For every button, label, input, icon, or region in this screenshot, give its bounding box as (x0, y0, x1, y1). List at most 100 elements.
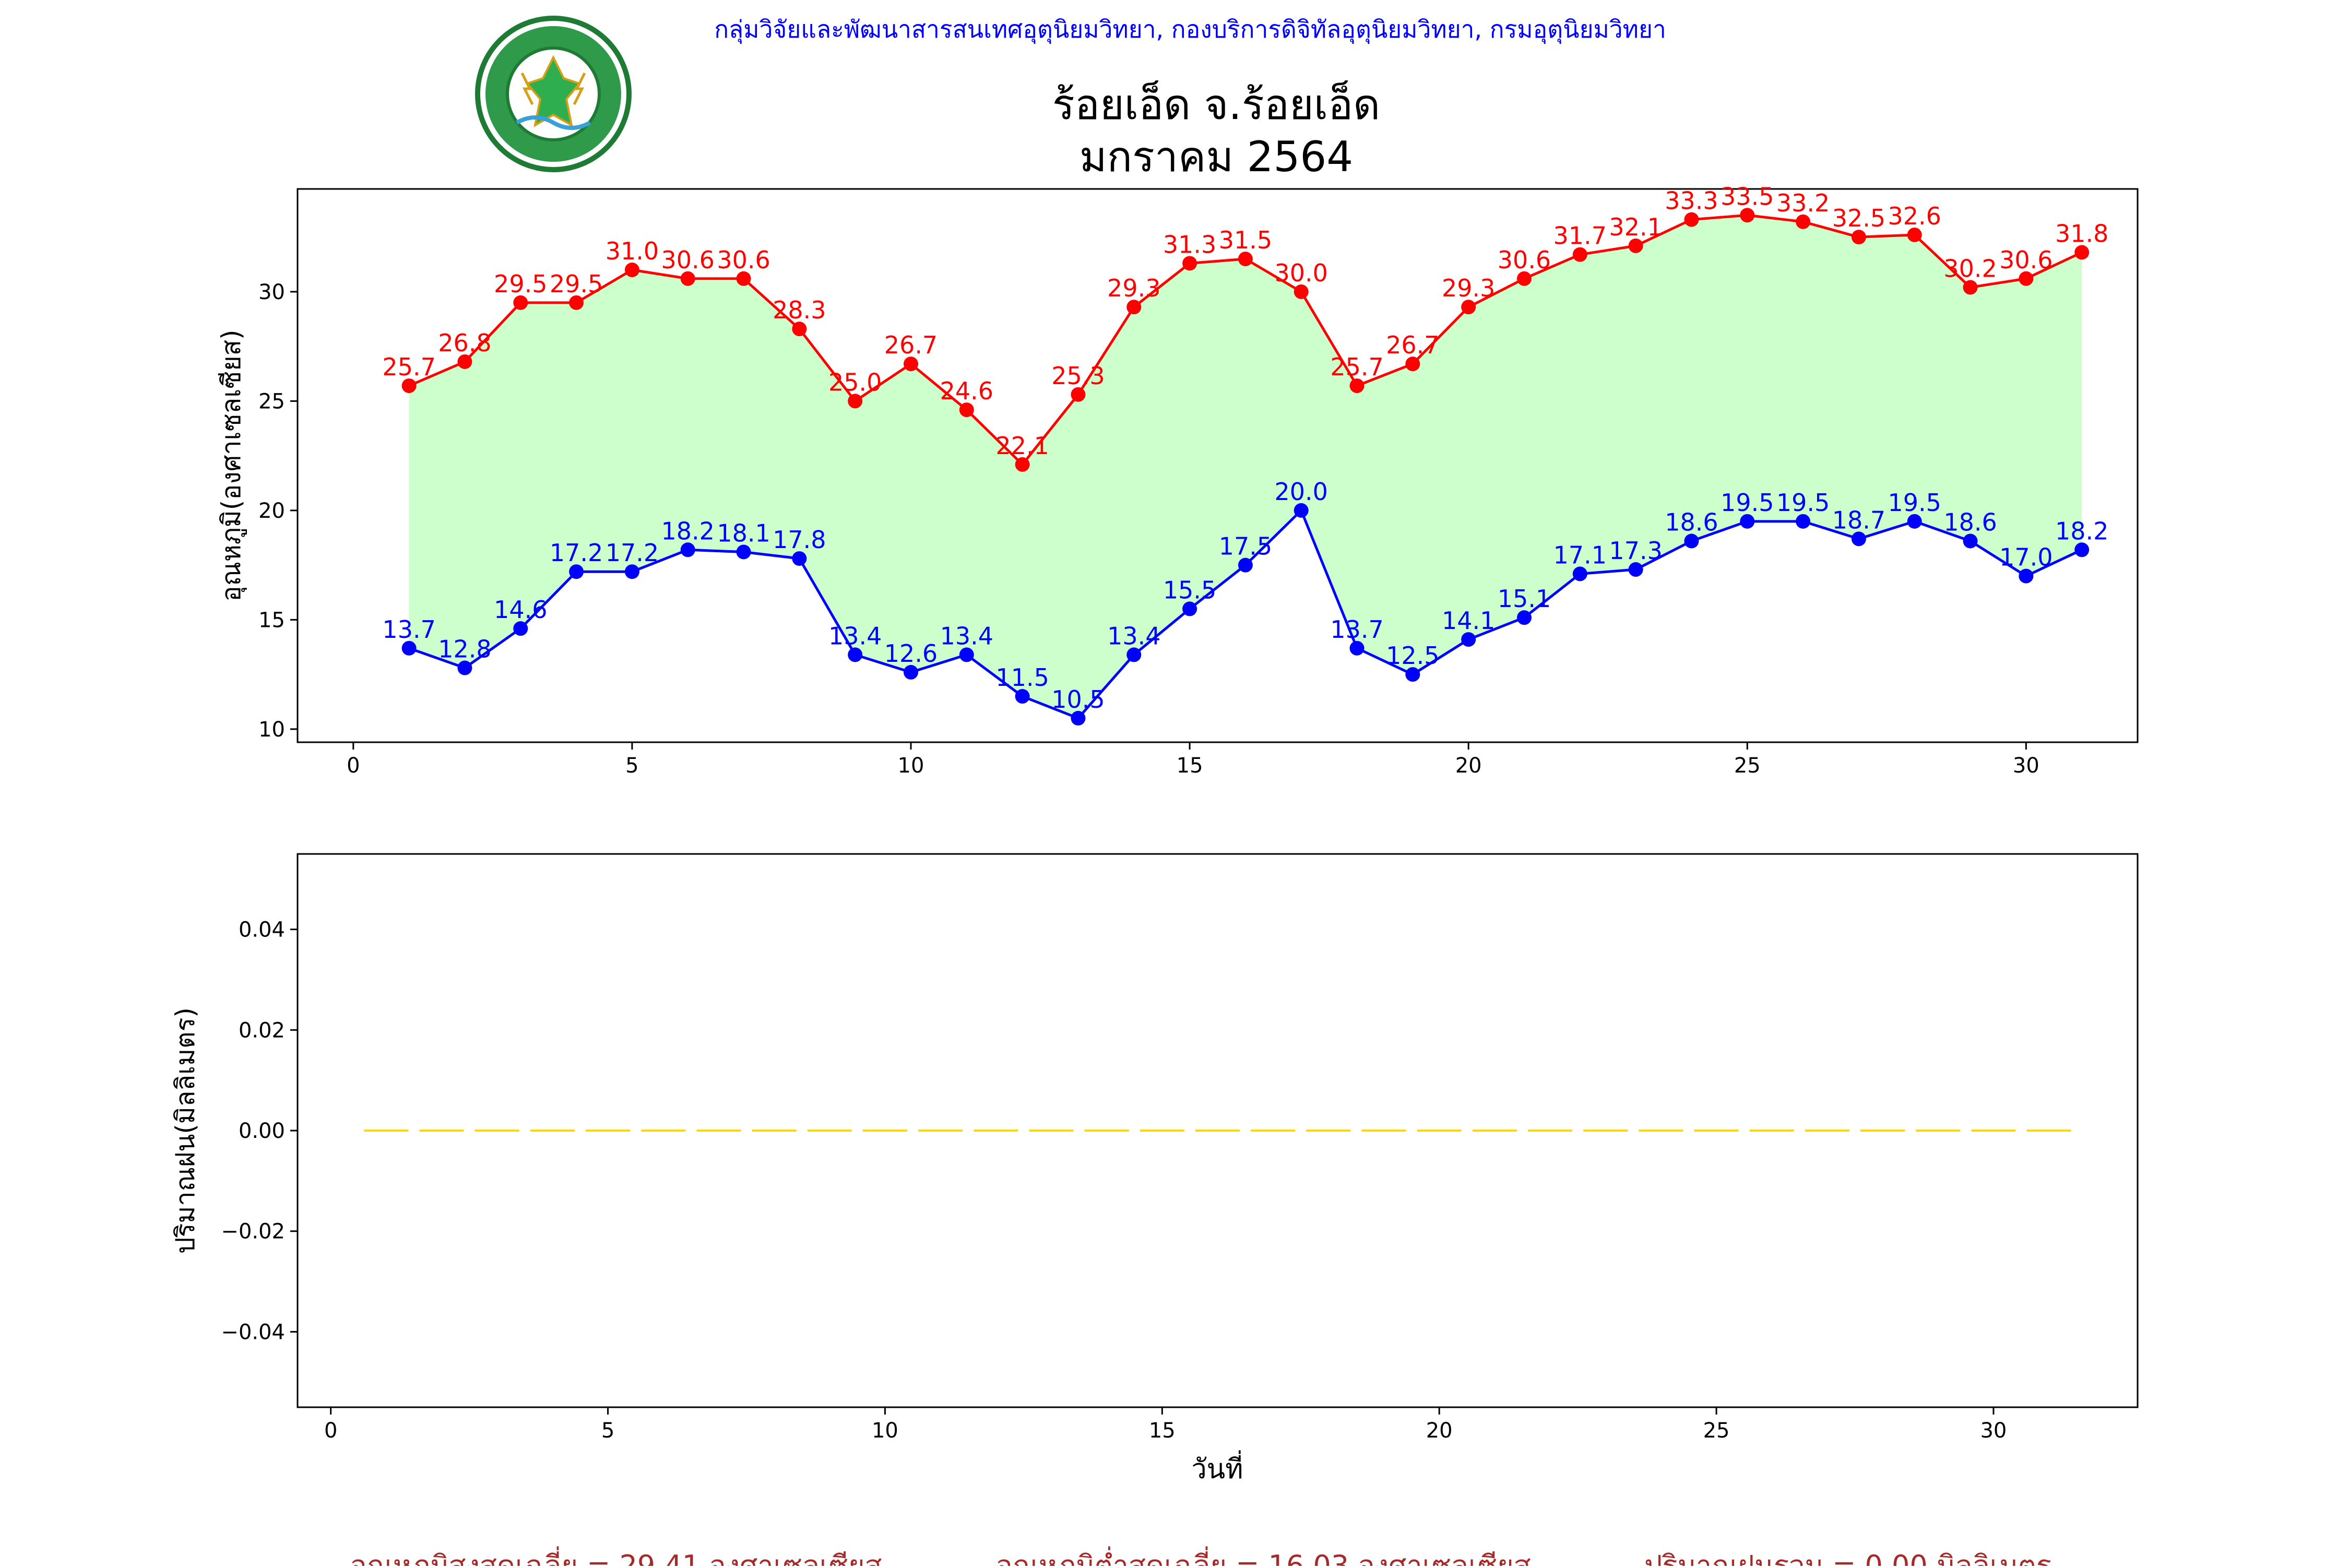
max-temperature-label: 30.0 (1275, 259, 1328, 287)
min-temperature-label: 19.5 (1776, 489, 1830, 517)
min-temperature-label: 17.8 (773, 526, 826, 554)
rainfall-bar (1251, 1130, 1296, 1132)
max-temperature-point (2074, 245, 2090, 260)
max-temperature-point (1015, 457, 1030, 472)
max-temperature-label: 33.3 (1665, 187, 1718, 215)
min-temperature-point (1796, 514, 1811, 529)
max-temperature-label: 31.7 (1553, 222, 1607, 250)
min-temperature-point (1349, 640, 1365, 656)
max-temperature-label: 33.2 (1776, 189, 1830, 217)
min-temperature-point (569, 564, 584, 579)
min-temperature-label: 13.7 (382, 615, 435, 644)
max-temperature-point (959, 402, 974, 418)
min-temperature-point (457, 660, 472, 675)
min-temperature-label: 19.5 (1721, 489, 1774, 517)
department-logo (475, 16, 632, 172)
max-temperature-label: 26.7 (884, 331, 938, 359)
min-temperature-label: 15.5 (1163, 576, 1216, 604)
rainfall-bar (1084, 1130, 1129, 1132)
max-temperature-label: 25.3 (1051, 362, 1105, 390)
x-tick-label: 20 (1426, 1419, 1453, 1443)
min-temperature-point (2074, 542, 2090, 557)
min-temperature-label: 18.6 (1665, 508, 1718, 537)
min-temperature-point (1517, 610, 1532, 625)
min-temperature-label: 14.6 (494, 596, 547, 624)
max-temperature-point (848, 394, 863, 409)
rainfall-bar (1916, 1130, 1961, 1132)
max-temperature-point (1517, 271, 1532, 286)
rainfall-bar (974, 1130, 1018, 1132)
max-temperature-point (1572, 247, 1587, 262)
min-temperature-point (2019, 568, 2034, 584)
min-temperature-point (1294, 503, 1309, 518)
max-temperature-label: 29.5 (494, 270, 547, 298)
max-temperature-point (2019, 271, 2034, 286)
rainfall-bar (1639, 1130, 1683, 1132)
rainfall-bar (1417, 1130, 1462, 1132)
max-temperature-point (1851, 230, 1866, 245)
y-tick-label: −0.04 (221, 1320, 285, 1344)
min-temperature-label: 18.2 (661, 517, 715, 545)
x-tick-label: 20 (1455, 754, 1482, 778)
min-temperature-label: 13.4 (828, 622, 882, 650)
rainfall-bar (364, 1130, 409, 1132)
logo-cloud-icon (516, 115, 591, 130)
max-temperature-label: 31.3 (1163, 230, 1216, 258)
min-temperature-label: 14.1 (1442, 607, 1495, 635)
min-temperature-point (1182, 601, 1197, 616)
max-temperature-label: 25.7 (1330, 353, 1383, 381)
rainfall-bar (1860, 1130, 1905, 1132)
y-tick-label: 10 (258, 718, 285, 742)
x-tick-label: 5 (625, 754, 638, 778)
min-temperature-label: 18.2 (2055, 517, 2108, 545)
min-temperature-point (1572, 566, 1587, 581)
rainfall-chart: 0 5 10 15 20 25 30 0.04 0.02 0.00 −0.02 −0.04 ปริมา… (170, 853, 2139, 1485)
max-temperature-label: 30.6 (1498, 246, 1551, 274)
min-temperature-point (1628, 562, 1643, 577)
max-temperature-point (1796, 214, 1811, 229)
rainfall-bar (807, 1130, 852, 1132)
rainfall-bar (1140, 1130, 1184, 1132)
y-tick-label: 0.04 (239, 918, 285, 942)
min-temperature-point (959, 647, 974, 662)
min-temperature-point (401, 640, 417, 656)
min-temperature-point (680, 542, 695, 557)
rainfall-bar (1583, 1130, 1628, 1132)
min-temperature-point (1684, 533, 1699, 549)
x-tick-label: 10 (898, 754, 924, 778)
max-temperature-point (1349, 378, 1365, 394)
min-temperature-point (1740, 514, 1755, 529)
max-temperature-point (1071, 387, 1086, 402)
rainfall-bar (586, 1130, 631, 1132)
min-temperature-point (1071, 710, 1086, 726)
max-temperature-label: 32.6 (1888, 202, 1941, 230)
max-temperature-label: 25.7 (382, 353, 435, 381)
x-tick-label: 15 (1149, 1419, 1176, 1443)
max-temperature-points: 25.726.829.5 29.531.0 30.6 30.628.325.026.7… (382, 182, 2108, 472)
max-temperature-point (1907, 227, 1922, 242)
rainfall-axes: 0 5 10 15 20 25 30 0.04 0.02 0.00 −0.02 −0.04 (221, 918, 2007, 1443)
max-temperature-point (1628, 238, 1643, 253)
min-temperature-point (736, 544, 751, 560)
max-temperature-point (457, 354, 472, 369)
rainfall-bar (530, 1130, 575, 1132)
rainfall-bar (2026, 1130, 2071, 1132)
min-temperature-label: 10.5 (1051, 685, 1105, 714)
footer-average-max: อุณหภูมิสูงสุดเฉลี่ย = 29.41 องศาเซลเซีย… (350, 1546, 882, 1566)
max-temperature-point (680, 271, 695, 286)
min-temperature-point (1963, 533, 1978, 549)
min-temperature-point (848, 647, 863, 662)
max-temperature-label: 29.3 (1442, 274, 1495, 302)
min-temperature-label: 19.5 (1888, 489, 1941, 517)
rainfall-bar (1805, 1130, 1849, 1132)
min-temperature-point (624, 564, 639, 579)
max-temperature-label: 29.3 (1107, 274, 1160, 302)
min-temperature-label: 11.5 (995, 663, 1049, 692)
min-temperature-label: 12.5 (1386, 642, 1439, 670)
max-temperature-point (1405, 357, 1420, 372)
max-temperature-label: 31.0 (606, 237, 659, 265)
rainfall-x-axis-label: วันที่ (1191, 1450, 1243, 1485)
min-temperature-point (1015, 689, 1030, 704)
min-temperature-label: 17.2 (606, 539, 659, 567)
chart-title-station: ร้อยเอ็ด จ.ร้อยเอ็ด (1052, 80, 1380, 129)
